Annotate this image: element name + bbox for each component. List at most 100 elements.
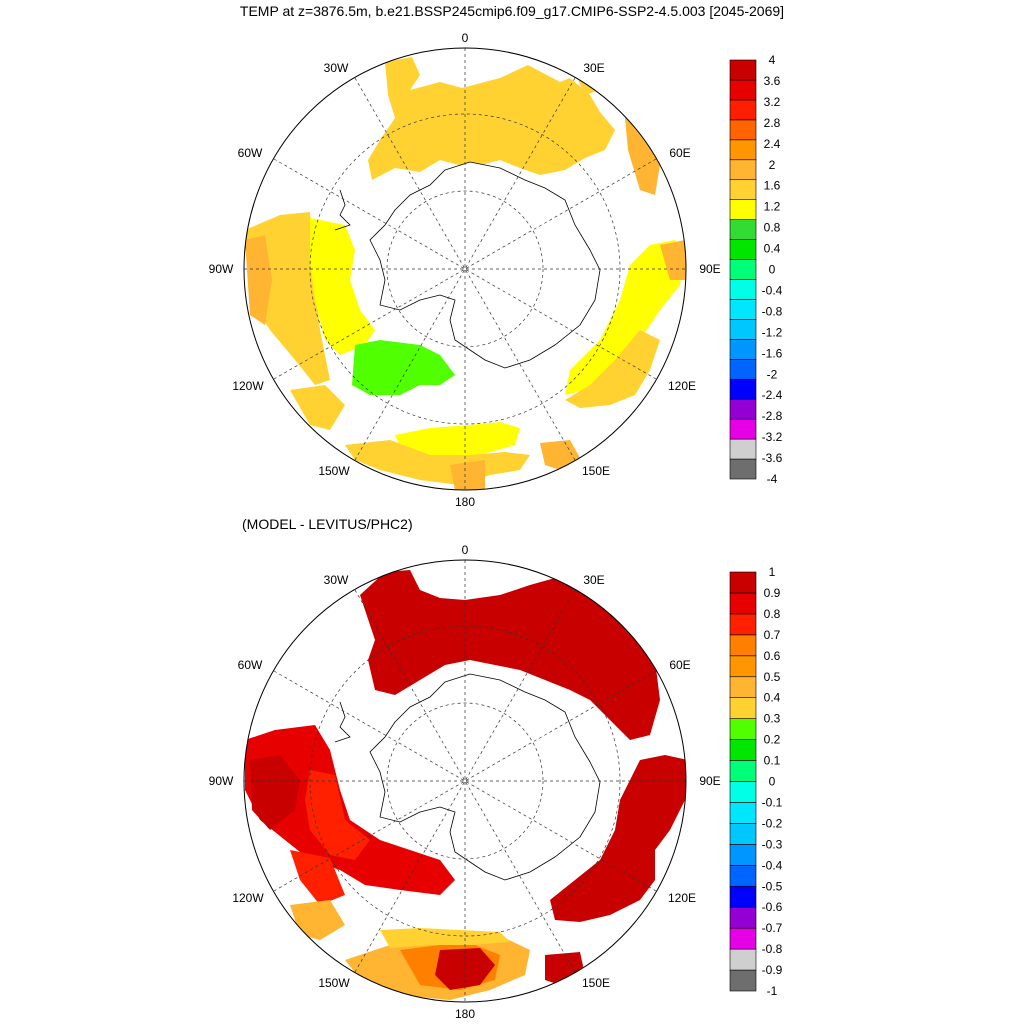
top-graticule [244, 48, 686, 490]
bottom-lon-label-90w: 90W [209, 774, 234, 788]
bottom-colorbar-swatch-3 [729, 906, 757, 929]
bottom-colorbar-label: 0.1 [764, 754, 781, 768]
bottom-colorbar-label: 0.5 [764, 670, 781, 684]
top-lon-label-60w: 60W [238, 146, 263, 160]
bottom-south-america-tip [334, 701, 351, 743]
top-colorbar-swatch-16 [729, 139, 757, 161]
top-colorbar-label: 2.4 [764, 137, 781, 151]
top-map-boundary [243, 47, 687, 491]
top-colorbar: 4 3.6 3.2 2.8 2.4 2 1.6 1.2 0.8 0.4 0 -0.4 -0.8 -1.2 -… [729, 53, 783, 486]
top-colorbar-swatch-1 [729, 438, 757, 460]
bottom-colorbar-label: 0.7 [764, 628, 781, 642]
top-colorbar-label: -4 [767, 472, 778, 486]
top-colorbar-swatch-17 [729, 119, 757, 141]
top-antarctica-coastline [369, 161, 601, 369]
bottom-colorbar-swatch-13 [729, 697, 757, 719]
bottom-south-yellow-rim [380, 928, 510, 948]
top-colorbar-swatch-15 [729, 159, 757, 181]
top-map: 0 30E 60E 90E 120E 150E 180 150W 120W 90… [209, 31, 721, 509]
top-lon-label-0: 0 [462, 31, 469, 45]
top-lon-label-120e: 120E [668, 379, 696, 393]
bottom-colorbar-swatch-11 [729, 739, 757, 761]
bottom-colorbar-swatch-12 [729, 718, 757, 740]
bottom-colorbar-swatch-4 [729, 885, 757, 908]
bottom-colorbar-label: 0.9 [764, 586, 781, 600]
bottom-lon-label-90e: 90E [699, 774, 720, 788]
bottom-colorbar-swatch-5 [729, 864, 757, 887]
top-lon-label-30e: 30E [583, 61, 604, 75]
top-atlantic-anomaly [368, 57, 615, 180]
top-colorbar-label: 2.8 [764, 116, 781, 130]
bottom-colorbar-swatch-19 [729, 571, 757, 594]
top-southwest-indian-patch [625, 118, 660, 195]
top-colorbar-label: 0.4 [764, 242, 781, 256]
top-colorbar-label: 4 [769, 53, 776, 67]
top-pacific-orange-edge [245, 235, 272, 325]
top-colorbar-label: -1.6 [762, 346, 783, 360]
top-pacific-green-patch [352, 340, 455, 395]
bottom-colorbar-swatch-14 [729, 676, 757, 699]
bottom-colorbar-label: -1 [767, 984, 778, 998]
bottom-colorbar-label: -0.6 [762, 900, 783, 914]
top-lon-label-30w: 30W [324, 61, 349, 75]
bottom-panel-subtitle: (MODEL - LEVITUS/PHC2) [242, 516, 413, 532]
bottom-colorbar-swatch-0 [729, 969, 757, 992]
top-colorbar-swatch-13 [729, 199, 757, 220]
top-colorbar-label: -2.4 [762, 388, 783, 402]
bottom-colorbar-label: -0.9 [762, 963, 783, 977]
bottom-lon-label-60w: 60W [238, 658, 263, 672]
top-colorbar-swatch-10 [729, 259, 757, 280]
top-colorbar-label: 1.6 [764, 179, 781, 193]
bottom-lon-label-120e: 120E [668, 891, 696, 905]
bottom-colorbar-swatch-7 [729, 823, 757, 845]
bottom-colorbar-label: 0.4 [764, 691, 781, 705]
top-lon-label-90e: 90E [699, 262, 720, 276]
top-lon-label-150w: 150W [318, 464, 350, 478]
top-colorbar-swatch-12 [729, 219, 757, 240]
top-lon-label-180: 180 [455, 495, 475, 509]
bottom-colorbar-label: 1 [769, 565, 776, 579]
top-colorbar-swatch-4 [729, 378, 757, 400]
top-indian-orange [565, 330, 660, 408]
bottom-colorbar-swatch-17 [729, 613, 757, 636]
bottom-map-fields [245, 570, 686, 1000]
bottom-pacific-red [245, 725, 455, 895]
bottom-colorbar-label: -0.7 [762, 921, 783, 935]
bottom-colorbar-swatch-9 [729, 781, 757, 803]
top-south-yellow-band [395, 422, 520, 460]
bottom-colorbar-label: -0.1 [762, 795, 783, 809]
bottom-indian-anomaly [550, 755, 686, 922]
bottom-colorbar-label: 0.2 [764, 733, 781, 747]
bottom-colorbar-label: -0.8 [762, 942, 783, 956]
bottom-colorbar-swatch-6 [729, 844, 757, 866]
bottom-colorbar-label: -0.3 [762, 837, 783, 851]
bottom-south-east-patch [545, 952, 585, 985]
top-lon-label-150e: 150E [582, 464, 610, 478]
top-colorbar-swatch-7 [729, 319, 757, 340]
top-indian-yellow [565, 240, 685, 395]
top-colorbar-swatch-20 [729, 59, 757, 81]
bottom-colorbar-label: 0.3 [764, 712, 781, 726]
bottom-colorbar-swatch-8 [729, 802, 757, 824]
bottom-colorbar-label: 0 [769, 775, 776, 789]
top-south-dark-orange [450, 460, 485, 490]
top-colorbar-label: 1.2 [764, 200, 781, 214]
bottom-lon-label-60e: 60E [669, 658, 690, 672]
bottom-pacific-core [250, 755, 300, 830]
top-colorbar-label: -1.2 [762, 325, 783, 339]
top-colorbar-swatch-2 [729, 418, 757, 440]
top-colorbar-label: 3.6 [764, 74, 781, 88]
top-colorbar-label: -2 [767, 367, 778, 381]
top-lon-label-120w: 120W [232, 379, 264, 393]
top-south-light-orange [290, 385, 345, 430]
bottom-colorbar-label: 0.6 [764, 649, 781, 663]
bottom-colorbar-swatch-18 [729, 592, 757, 615]
top-colorbar-swatch-6 [729, 339, 757, 360]
top-pacific-yellow [310, 218, 375, 355]
top-colorbar-label: 3.2 [764, 95, 781, 109]
top-colorbar-swatch-0 [729, 458, 757, 480]
top-colorbar-swatch-8 [729, 299, 757, 320]
top-south-east-patch [540, 440, 580, 470]
bottom-lon-label-0: 0 [462, 543, 469, 557]
